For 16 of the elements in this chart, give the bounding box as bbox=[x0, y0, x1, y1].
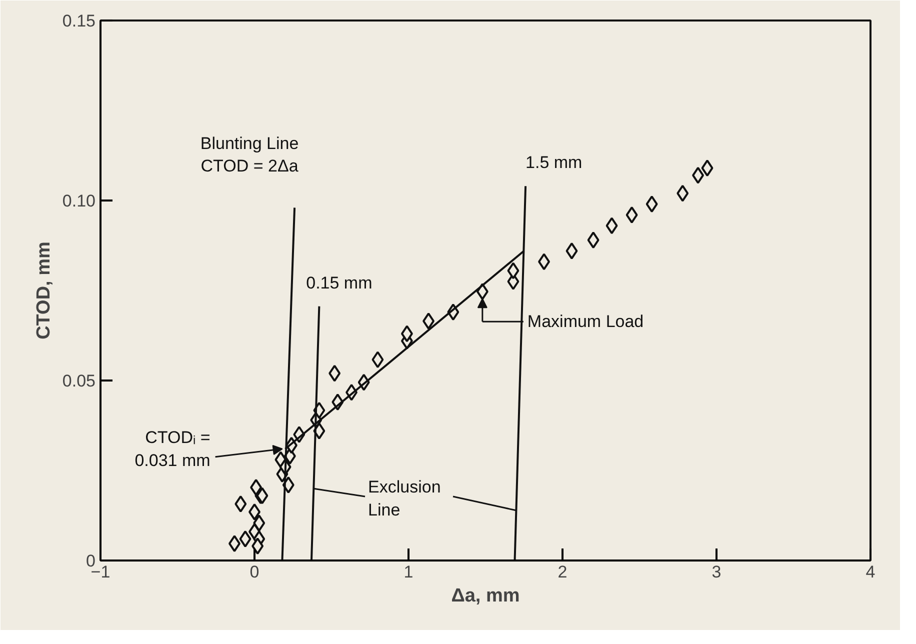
y-tick-label: 0.15 bbox=[62, 12, 96, 30]
annotation: 1.5 mm bbox=[526, 153, 582, 172]
x-tick-label: 0 bbox=[250, 562, 260, 582]
x-tick-label: 3 bbox=[712, 562, 722, 582]
x-axis-title: Δa, mm bbox=[451, 586, 520, 606]
x-tick-label: 4 bbox=[866, 562, 876, 582]
x-tick-label: 1 bbox=[404, 562, 414, 582]
annotation: Maximum Load bbox=[527, 312, 644, 332]
y-axis-title: CTOD, mm bbox=[33, 242, 54, 340]
annotation: Blunting Line CTOD = 2Δa bbox=[200, 134, 299, 176]
annotation: 0.15 mm bbox=[306, 273, 372, 292]
y-tick-label: 0.05 bbox=[62, 372, 96, 390]
annotation: CTODᵢ = 0.031 mm bbox=[134, 428, 210, 470]
annotation: Exclusion Line bbox=[368, 478, 441, 520]
x-tick-label: 2 bbox=[558, 562, 568, 582]
y-tick-label: 0.10 bbox=[62, 192, 96, 210]
